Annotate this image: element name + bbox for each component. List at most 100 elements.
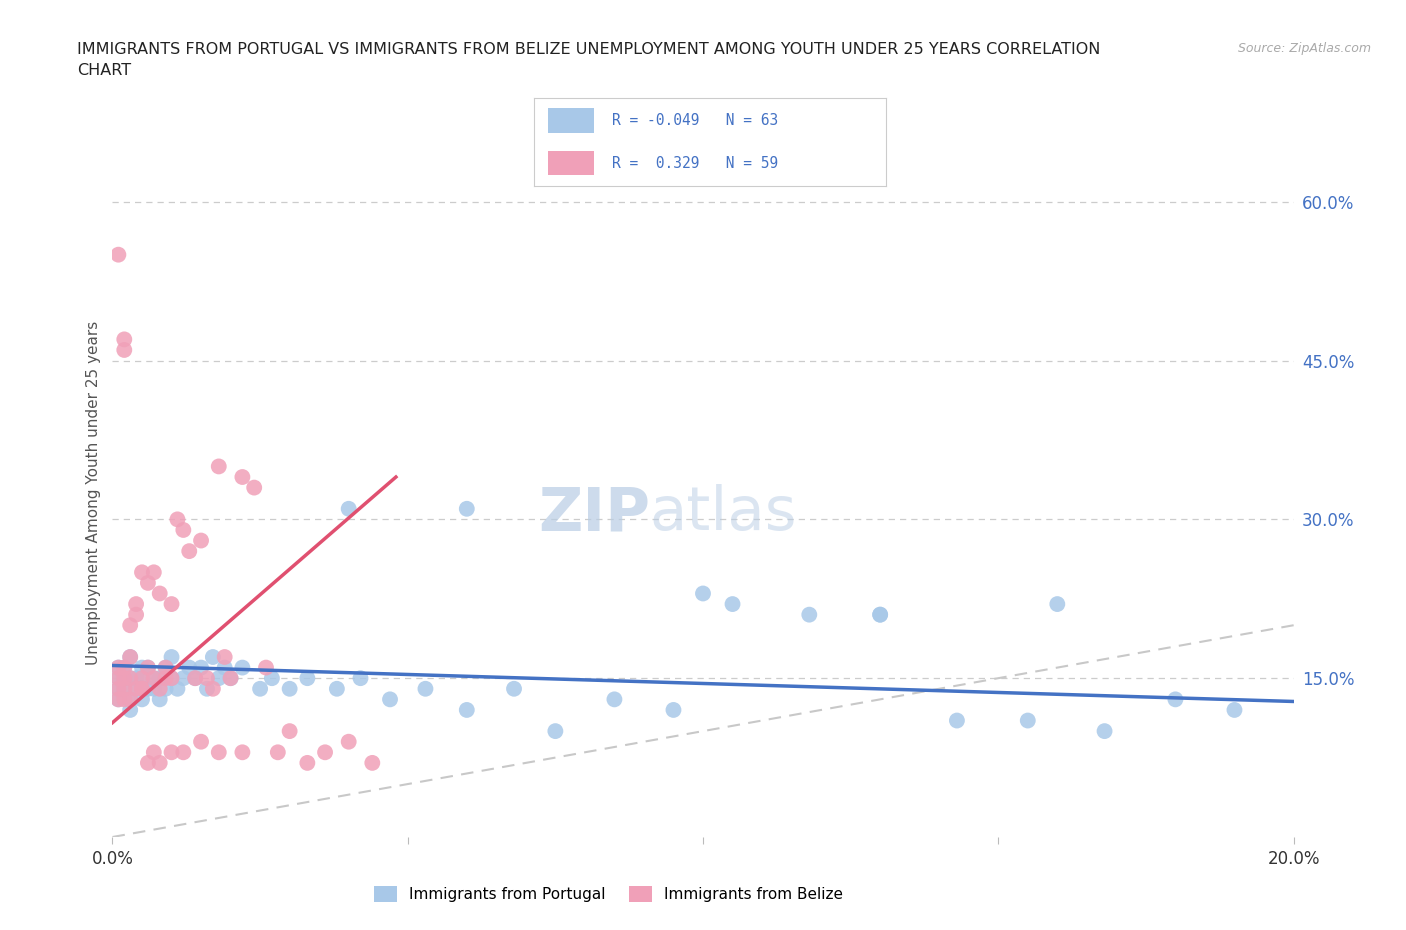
Point [136,682,159,697]
Point [112,682,135,697]
Point [160,649,183,664]
Point [692,586,714,601]
Point [131,660,153,675]
Point [120,649,142,664]
Point [149,586,172,601]
Point [107,660,129,675]
Point [603,692,626,707]
Point [503,682,526,697]
Point [219,671,242,685]
Point [1223,702,1246,717]
Point [172,523,194,538]
Point [107,660,129,675]
Point [214,660,236,675]
Point [120,618,142,632]
Y-axis label: Unemployment Among Youth under 25 years: Unemployment Among Youth under 25 years [86,321,101,665]
Point [112,671,135,685]
Point [142,671,165,685]
Point [107,671,129,685]
Point [131,682,153,697]
Text: Source: ZipAtlas.com: Source: ZipAtlas.com [1237,42,1371,55]
Point [1094,724,1116,738]
Point [172,745,194,760]
Point [160,671,183,685]
Point [179,544,201,559]
Point [136,660,159,675]
Point [112,692,135,707]
Point [195,671,218,685]
Point [1017,713,1039,728]
Point [249,682,271,697]
Point [219,671,242,685]
Point [869,607,891,622]
Point [243,480,266,495]
Text: IMMIGRANTS FROM PORTUGAL VS IMMIGRANTS FROM BELIZE UNEMPLOYMENT AMONG YOUTH UNDE: IMMIGRANTS FROM PORTUGAL VS IMMIGRANTS F… [77,42,1101,78]
Point [131,671,153,685]
Point [166,682,188,697]
Point [184,671,207,685]
FancyBboxPatch shape [548,108,593,133]
Point [166,512,188,526]
Point [112,342,135,357]
Point [131,682,153,697]
Point [160,745,183,760]
Point [544,724,567,738]
Point [120,671,142,685]
Point [149,671,172,685]
Point [107,682,129,697]
Point [1046,597,1069,612]
Point [142,565,165,579]
Point [337,501,360,516]
Point [214,649,236,664]
Text: ZIP: ZIP [538,484,650,543]
Point [456,501,478,516]
Point [112,332,135,347]
Point [120,671,142,685]
Point [120,692,142,707]
Point [297,671,319,685]
Point [142,682,165,697]
Point [297,755,319,770]
Point [231,660,253,675]
Point [155,671,177,685]
Point [160,597,183,612]
Text: R = -0.049   N = 63: R = -0.049 N = 63 [612,113,778,128]
Point [112,671,135,685]
Point [201,682,224,697]
Point [125,682,148,697]
Point [361,755,384,770]
Point [337,735,360,750]
Point [195,682,218,697]
Point [112,660,135,675]
Point [120,692,142,707]
Point [112,682,135,697]
Point [231,745,253,760]
Point [131,692,153,707]
Point [456,702,478,717]
Point [721,597,744,612]
Point [125,682,148,697]
Point [131,565,153,579]
Point [107,247,129,262]
Point [1164,692,1187,707]
Point [254,660,277,675]
Point [107,692,129,707]
Point [869,607,891,622]
Point [208,459,231,474]
FancyBboxPatch shape [548,151,593,176]
Point [179,660,201,675]
Point [125,671,148,685]
Point [278,682,301,697]
Point [136,576,159,591]
Point [107,671,129,685]
Point [190,735,212,750]
Text: atlas: atlas [650,484,797,543]
Point [184,671,207,685]
Point [149,682,172,697]
Point [946,713,969,728]
Point [201,649,224,664]
Point [125,597,148,612]
Point [136,755,159,770]
Point [120,702,142,717]
Point [208,745,231,760]
